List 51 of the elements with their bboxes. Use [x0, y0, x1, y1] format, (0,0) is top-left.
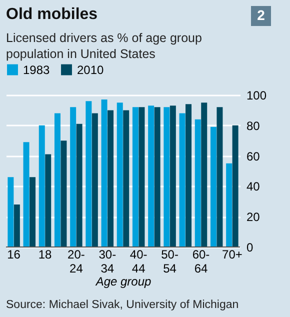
- bar: [76, 124, 82, 247]
- x-axis-title: Age group: [94, 274, 152, 288]
- y-tick-label: 80: [246, 118, 260, 133]
- bar: [132, 107, 138, 247]
- x-tick-label: 50-54: [161, 248, 178, 276]
- x-tick-label: 40-44: [130, 248, 148, 276]
- bar: [186, 104, 192, 247]
- y-tick-label: 0: [246, 240, 254, 254]
- y-tick-label: 60: [246, 149, 260, 164]
- bar: [194, 119, 201, 247]
- bar: [216, 107, 223, 247]
- bar: [108, 110, 114, 247]
- bar: [101, 100, 108, 247]
- x-tick-label: 60-64: [192, 248, 210, 276]
- bar: [14, 204, 20, 247]
- bar: [123, 110, 130, 247]
- bar: [226, 163, 232, 247]
- x-tick-label: 16: [7, 248, 21, 262]
- bar: [92, 113, 98, 247]
- bar: [54, 113, 60, 247]
- chart-subtitle: Licensed drivers as % of age group population in United States: [6, 31, 202, 61]
- legend-label: 2010: [77, 62, 104, 77]
- bar: [154, 107, 160, 247]
- bar: [210, 126, 216, 247]
- chart-title: Old mobiles: [6, 6, 98, 23]
- y-tick-label: 40: [246, 180, 260, 194]
- bar: [164, 107, 170, 247]
- x-tick-label: 70+: [222, 248, 242, 262]
- bar: [170, 106, 176, 247]
- bar: [201, 102, 208, 247]
- bar: [232, 125, 238, 247]
- bar: [45, 154, 52, 247]
- bar: [60, 140, 67, 247]
- text: 2: [257, 7, 266, 23]
- x-tick-label: 20-24: [68, 248, 85, 276]
- bar: [138, 107, 145, 247]
- bar: [148, 106, 154, 247]
- x-tick-label: 18: [38, 248, 52, 262]
- legend-label: 1983: [23, 62, 50, 77]
- bar: [30, 177, 36, 247]
- source-note: Source: Michael Sivak, University of Michigan: [6, 299, 239, 311]
- bar: [8, 177, 14, 247]
- x-tick-label: 30-34: [98, 248, 116, 276]
- y-tick-label: 20: [246, 210, 260, 224]
- y-tick-label: 100: [246, 88, 267, 102]
- bar: [86, 101, 92, 247]
- bar: [70, 107, 76, 247]
- bar: [23, 142, 30, 247]
- bar: [38, 125, 45, 247]
- bar: [179, 113, 186, 247]
- bar: [116, 102, 123, 247]
